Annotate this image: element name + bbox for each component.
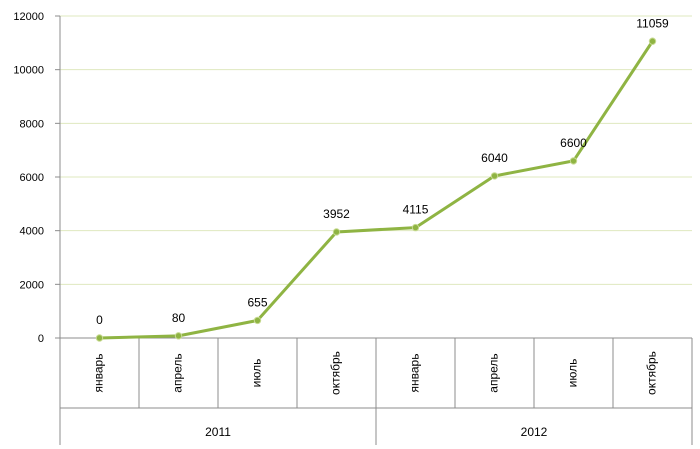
data-point xyxy=(648,37,657,45)
x-category-label: октябрь xyxy=(645,351,659,395)
data-point xyxy=(174,332,183,340)
series-line xyxy=(99,40,654,340)
x-category-label: октябрь xyxy=(329,351,343,395)
data-labels: 0 80 655 3952 4115 6040 6600 11059 xyxy=(96,16,669,327)
y-tick-label: 4000 xyxy=(20,226,44,238)
x-axis-category-labels: январь апрель июль октябрь январь апрель июль о… xyxy=(92,351,659,395)
x-group-label: 2011 xyxy=(205,425,231,439)
x-axis-group-labels: 2011 2012 xyxy=(205,425,548,439)
data-points xyxy=(95,37,657,342)
data-point xyxy=(253,316,262,325)
x-category-label: январь xyxy=(408,354,422,393)
x-category-label: июль xyxy=(250,359,264,388)
y-tick-label: 8000 xyxy=(20,118,44,130)
y-tick-label: 10000 xyxy=(13,65,44,77)
data-label: 11059 xyxy=(636,16,669,30)
data-label: 6040 xyxy=(481,151,508,165)
data-point xyxy=(490,172,499,180)
axes xyxy=(55,15,693,445)
data-label: 4115 xyxy=(403,203,429,217)
x-group-label: 2012 xyxy=(521,425,548,439)
data-label: 655 xyxy=(247,295,267,309)
series-line xyxy=(99,40,654,340)
data-label: 6600 xyxy=(560,136,587,150)
data-point xyxy=(569,157,578,165)
x-category-label: январь xyxy=(92,354,106,393)
data-point xyxy=(411,223,420,232)
y-tick-label: 0 xyxy=(38,333,44,345)
y-tick-label: 12000 xyxy=(13,11,44,23)
y-axis-tick-labels: 0 2000 4000 6000 8000 10000 12000 xyxy=(13,11,44,345)
x-category-label: июль xyxy=(566,359,580,388)
gridlines xyxy=(60,15,692,285)
data-point xyxy=(95,334,104,342)
data-label: 80 xyxy=(172,311,186,325)
y-tick-label: 2000 xyxy=(20,279,44,291)
data-point xyxy=(332,228,341,236)
y-tick-label: 6000 xyxy=(20,172,44,184)
data-label: 0 xyxy=(96,313,103,327)
x-category-label: апрель xyxy=(171,353,185,392)
data-label: 3952 xyxy=(323,207,350,221)
x-category-label: апрель xyxy=(487,353,501,392)
